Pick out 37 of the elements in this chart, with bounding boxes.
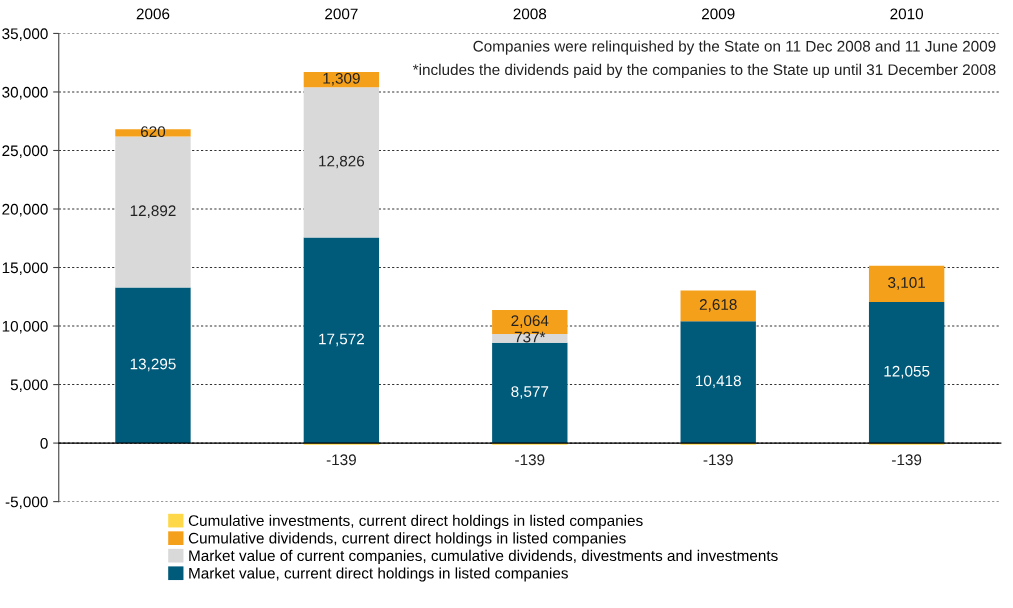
data-label: 13,295 <box>130 358 176 372</box>
x-tick-label: 2006 <box>136 8 170 20</box>
data-label: 8,577 <box>511 386 549 399</box>
y-tick-label: 25,000 <box>2 145 48 158</box>
data-label: 737* <box>514 331 546 343</box>
data-label: 2,064 <box>511 315 549 328</box>
x-tick-label: 2010 <box>890 8 924 20</box>
y-tick-label: 30,000 <box>2 86 48 100</box>
data-label: 17,572 <box>319 333 364 347</box>
data-label: -139 <box>326 454 356 466</box>
data-label: 3,101 <box>888 277 926 290</box>
y-tick-label: -5,000 <box>5 496 48 510</box>
data-label: 10,418 <box>696 375 741 389</box>
data-label: -139 <box>703 454 733 466</box>
annotation: Companies were relinquished by the State on 11 Dec 2008 and 11 June 2009 <box>473 40 996 55</box>
x-tick-label: 2009 <box>701 8 735 20</box>
data-label: 620 <box>141 126 166 138</box>
x-tick-label: 2008 <box>513 8 547 20</box>
data-label: 12,826 <box>319 155 365 169</box>
y-tick-label: 10,000 <box>2 320 48 334</box>
data-label: 12,055 <box>884 365 930 379</box>
y-tick-label: 0 <box>40 437 48 449</box>
y-tick-label: 20,000 <box>2 203 48 217</box>
data-label: -139 <box>515 454 545 466</box>
y-tick-label: 15,000 <box>2 262 48 276</box>
legend-label: Cumulative dividends, current direct holdings in listed companies <box>188 532 626 547</box>
legend-label: Cumulative investments, current direct holdings in listed companies <box>188 514 643 530</box>
data-label: 12,892 <box>130 205 176 218</box>
legend-label: Market value, current direct holdings in listed companies <box>189 567 568 582</box>
data-label: -139 <box>892 454 922 466</box>
y-tick-label: 35,000 <box>2 28 48 41</box>
data-label: 2,618 <box>699 299 737 312</box>
x-tick-label: 2007 <box>325 8 358 20</box>
annotation: *includes the dividends paid by the companies to the State up until 31 December 2008 <box>412 63 996 79</box>
legend-label: Market value of current companies, cumulative dividends, divestments and investments <box>189 549 778 565</box>
y-tick-label: 5,000 <box>10 379 48 393</box>
data-label: 1,309 <box>323 72 360 86</box>
